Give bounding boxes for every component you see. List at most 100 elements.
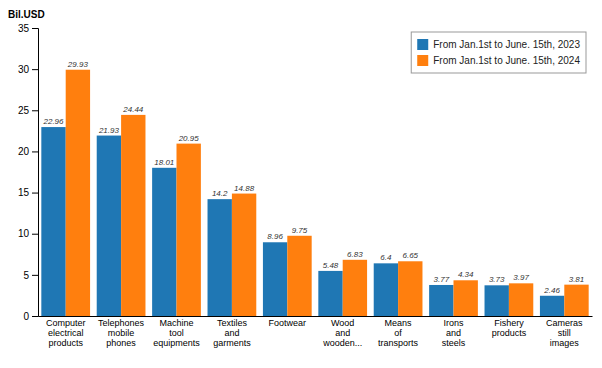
y-axis: 0 5 10 15 20 25 30 35 [18,23,39,322]
y-tick-label: 5 [23,270,29,281]
data-label: 2.46 [543,286,560,295]
y-tick-mark [32,275,38,276]
bar [66,70,90,316]
bar [564,285,588,316]
legend-item: From Jan.1st to June. 15th, 2023 [417,39,580,50]
x-tick: Machinetoolequipments [153,318,200,348]
y-tick: 25 [18,105,38,116]
x-tick-label: Meansoftransports [378,318,419,348]
x-tick: Meansoftransports [378,318,419,348]
y-tick-label: 0 [23,311,29,322]
legend-label: From Jan.1st to June. 15th, 2024 [433,55,580,66]
legend-swatch [417,55,428,66]
data-label: 4.34 [458,270,474,279]
legend-swatch [417,39,428,50]
bar [318,271,342,316]
data-label: 14.88 [234,184,255,193]
y-tick-label: 30 [18,64,30,75]
bar [540,296,564,316]
y-tick: 20 [18,146,38,157]
data-label: 3.81 [569,275,585,284]
bar [263,242,287,316]
data-label: 6.4 [380,253,392,262]
x-tick: Footwear [269,318,307,328]
y-tick-mark [32,316,38,317]
y-tick-label: 25 [18,105,30,116]
x-tick: Telephonesmobilephones [98,318,145,348]
x-axis: Computerelectricalproducts Telephonesmobi… [39,317,593,349]
data-labels: 22.96 21.93 18.01 14.2 8.96 5.48 6.4 3.77 3.73 2.… [42,60,584,295]
y-axis-title: Bil.USD [8,9,45,20]
bar [398,261,422,316]
y-tick-mark [32,69,38,70]
y-tick: 15 [18,187,38,198]
x-tick: Fisheryproducts [492,318,527,338]
data-label: 21.93 [98,126,120,135]
data-label: 9.75 [292,226,308,235]
x-tick-label: Telephonesmobilephones [98,318,145,348]
y-tick-label: 15 [18,187,30,198]
bar [232,194,256,316]
data-label: 6.65 [402,251,418,260]
x-tick: Textilesandgarments [213,318,251,348]
data-label: 6.83 [347,250,363,259]
data-label: 18.01 [154,158,174,167]
y-tick-mark [32,193,38,194]
x-tick-label: Footwear [269,318,307,328]
bar [208,199,232,316]
bar [41,127,65,316]
data-label: 3.73 [489,275,505,284]
y-tick-label: 20 [18,146,30,157]
bars [41,70,588,316]
data-label: 3.77 [434,275,450,284]
bar [97,136,121,316]
bar [509,283,533,316]
x-tick-label: Machinetoolequipments [153,318,200,348]
series [41,127,564,316]
y-tick: 10 [18,228,38,239]
data-label: 5.48 [323,261,339,270]
data-label: 22.96 [42,117,64,126]
y-tick-mark [32,234,38,235]
x-axis-line [39,316,593,317]
bar [343,260,367,316]
x-tick-label: Ironsandsteels [442,318,466,348]
x-tick-label: Camerasstillimages [546,318,583,348]
x-tick: Camerasstillimages [546,318,583,348]
legend-item: From Jan.1st to June. 15th, 2024 [417,55,580,66]
x-tick-label: Textilesandgarments [213,318,251,348]
plot: 22.96 21.93 18.01 14.2 8.96 5.48 6.4 3.77 3.73 2.… [18,23,593,348]
bar [454,280,478,316]
bar [177,144,201,316]
bar [121,115,145,316]
x-tick: Woodandwooden... [322,318,362,348]
bar [429,285,453,316]
legend-label: From Jan.1st to June. 15th, 2023 [433,39,580,50]
data-label: 8.96 [267,232,283,241]
data-label: 3.97 [513,273,529,282]
y-tick-mark [32,151,38,152]
y-tick: 35 [18,23,38,34]
y-tick-mark [32,110,38,111]
y-axis-line [32,29,39,317]
bar [485,285,509,316]
y-tick: 0 [23,311,38,322]
data-label: 14.2 [212,189,228,198]
bar [287,236,311,316]
data-label: 24.44 [122,105,144,114]
x-tick-label: Fisheryproducts [492,318,527,338]
y-tick-label: 35 [18,23,30,34]
y-tick: 5 [23,270,38,281]
bar [374,263,398,316]
legend-box [411,32,586,73]
y-tick: 30 [18,64,38,75]
y-tick-label: 10 [18,228,30,239]
y-tick-mark [32,28,38,29]
chart: 22.96 21.93 18.01 14.2 8.96 5.48 6.4 3.77 3.73 2.… [0,0,602,368]
x-tick-label: Computerelectricalproducts [46,318,86,348]
bar [152,168,176,316]
legend: From Jan.1st to June. 15th, 2023 From Jan… [411,32,586,73]
x-tick-label: Woodandwooden... [322,318,362,348]
x-tick: Computerelectricalproducts [46,318,86,348]
data-label: 20.95 [178,134,200,143]
